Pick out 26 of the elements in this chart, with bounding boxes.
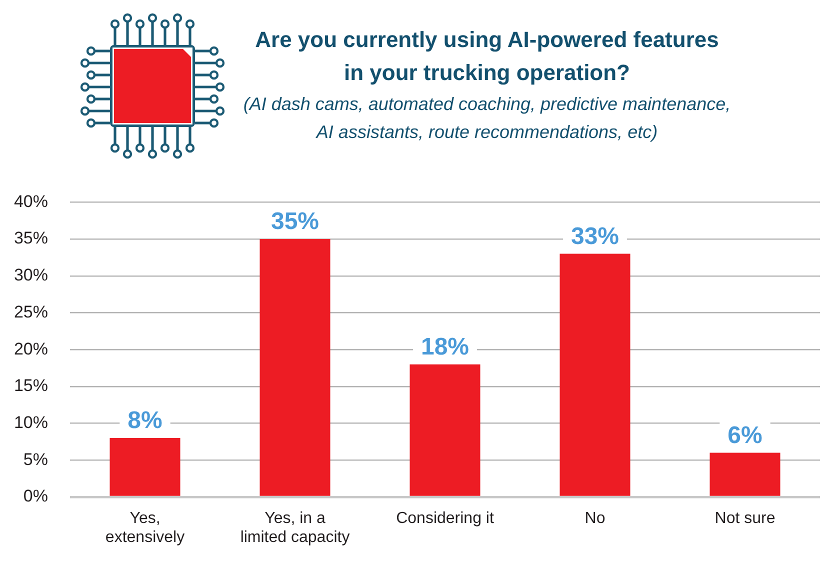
bar — [110, 438, 180, 496]
x-tick-label: Yes, extensively — [105, 510, 185, 546]
data-label: 8% — [128, 407, 162, 434]
data-label: 35% — [270, 208, 320, 236]
y-tick-label: 25% — [14, 302, 48, 322]
y-tick-label: 10% — [14, 412, 48, 432]
y-tick-label: 40% — [14, 192, 48, 211]
y-tick-label: 15% — [14, 376, 48, 396]
x-tick-label: Not sure — [714, 510, 776, 528]
bar — [560, 254, 630, 496]
x-tick-label: No — [584, 510, 606, 528]
x-tick-label: Considering it — [396, 510, 494, 528]
x-tick-label: Yes, in a limited capacity — [240, 510, 350, 546]
y-tick-label: 20% — [14, 339, 48, 358]
y-tick-label: 30% — [14, 266, 48, 285]
bar — [710, 452, 780, 496]
data-label: 33% — [570, 222, 620, 250]
y-tick-label: 5% — [23, 450, 48, 469]
bar — [260, 239, 330, 496]
y-tick-label: 0% — [23, 486, 48, 506]
data-label: 6% — [728, 422, 762, 449]
chart-title: Are you currently using AI-powered features in your trucking operation? — [254, 26, 720, 87]
data-label: 18% — [420, 333, 470, 360]
bar — [410, 364, 480, 496]
chart-subtitle: (AI dash cams, automated coaching, predictive maintenance, AI assistants, route recommendations, etc) — [242, 93, 732, 144]
y-tick-label: 35% — [14, 228, 48, 248]
